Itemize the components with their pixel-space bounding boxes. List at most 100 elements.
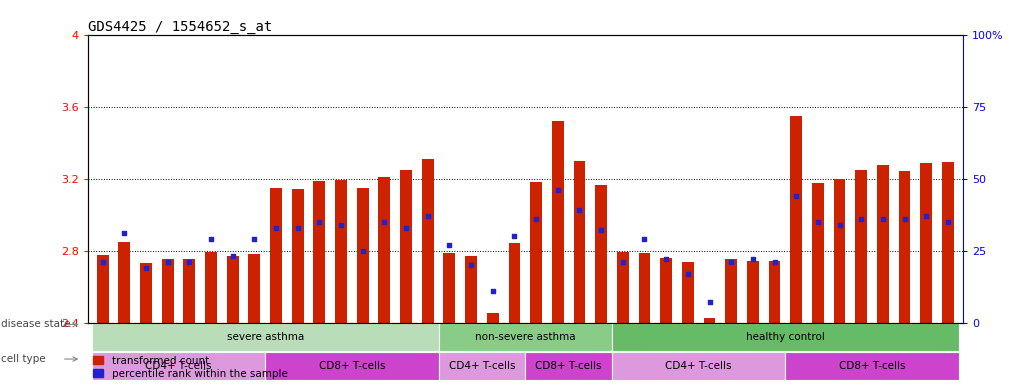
Bar bbox=[466, 256, 477, 323]
Text: CD8+ T-cells: CD8+ T-cells bbox=[318, 361, 385, 371]
Text: CD4+ T-cells: CD4+ T-cells bbox=[449, 361, 515, 371]
Point bbox=[766, 259, 783, 265]
Bar bbox=[487, 313, 499, 323]
Point bbox=[441, 242, 457, 248]
Point bbox=[116, 230, 133, 237]
Point bbox=[853, 216, 869, 222]
Text: CD8+ T-cells: CD8+ T-cells bbox=[838, 361, 905, 371]
Bar bbox=[313, 181, 325, 323]
Bar bbox=[639, 253, 651, 323]
Bar bbox=[877, 165, 889, 323]
Bar bbox=[118, 242, 131, 323]
Bar bbox=[270, 187, 282, 323]
Point bbox=[398, 225, 414, 231]
Bar bbox=[335, 180, 347, 323]
Point bbox=[462, 262, 479, 268]
Point bbox=[896, 216, 913, 222]
Point bbox=[918, 213, 934, 219]
Bar bbox=[205, 252, 217, 323]
Bar bbox=[92, 352, 266, 379]
Bar bbox=[660, 258, 673, 323]
Point bbox=[680, 271, 696, 277]
Text: healthy control: healthy control bbox=[746, 332, 825, 342]
Bar bbox=[552, 121, 563, 323]
Text: non-severe asthma: non-severe asthma bbox=[475, 332, 576, 342]
Point bbox=[615, 259, 631, 265]
Bar bbox=[248, 254, 261, 323]
Bar bbox=[378, 177, 390, 323]
Bar bbox=[682, 262, 694, 323]
Bar bbox=[97, 255, 109, 323]
Bar bbox=[525, 352, 612, 379]
Point bbox=[658, 256, 675, 262]
Bar bbox=[439, 323, 612, 351]
Point bbox=[333, 222, 349, 228]
Bar bbox=[291, 189, 304, 323]
Bar bbox=[183, 259, 196, 323]
Bar bbox=[703, 318, 716, 323]
Bar bbox=[595, 185, 607, 323]
Bar bbox=[617, 252, 628, 323]
Point bbox=[637, 236, 653, 242]
Bar bbox=[444, 253, 455, 323]
Text: severe asthma: severe asthma bbox=[227, 332, 304, 342]
Text: CD8+ T-cells: CD8+ T-cells bbox=[536, 361, 602, 371]
Bar bbox=[812, 183, 824, 323]
Point bbox=[311, 219, 328, 225]
Point bbox=[484, 288, 501, 294]
Bar bbox=[920, 163, 932, 323]
Bar bbox=[509, 243, 520, 323]
Bar bbox=[92, 323, 439, 351]
Bar bbox=[439, 352, 525, 379]
Point bbox=[225, 253, 241, 260]
Bar bbox=[400, 170, 412, 323]
Point bbox=[376, 219, 392, 225]
Point bbox=[810, 219, 826, 225]
Bar bbox=[790, 116, 802, 323]
Bar bbox=[227, 256, 239, 323]
Point bbox=[788, 193, 804, 199]
Bar bbox=[833, 179, 846, 323]
Point bbox=[95, 259, 111, 265]
Point bbox=[138, 265, 154, 271]
Bar bbox=[855, 170, 867, 323]
Point bbox=[289, 225, 306, 231]
Point bbox=[593, 227, 610, 233]
Text: cell type: cell type bbox=[1, 354, 45, 364]
Bar bbox=[530, 182, 542, 323]
Bar bbox=[162, 259, 174, 323]
Bar bbox=[768, 262, 781, 323]
Text: GDS4425 / 1554652_s_at: GDS4425 / 1554652_s_at bbox=[88, 20, 272, 33]
Point bbox=[939, 219, 956, 225]
Point bbox=[550, 187, 566, 193]
Bar bbox=[266, 352, 439, 379]
Point bbox=[874, 216, 891, 222]
Point bbox=[419, 213, 436, 219]
Bar bbox=[612, 352, 785, 379]
Bar bbox=[612, 323, 959, 351]
Point bbox=[723, 259, 740, 265]
Point bbox=[528, 216, 545, 222]
Point bbox=[701, 300, 718, 306]
Point bbox=[203, 236, 219, 242]
Point bbox=[160, 259, 176, 265]
Text: CD4+ T-cells: CD4+ T-cells bbox=[665, 361, 732, 371]
Legend: transformed count, percentile rank within the sample: transformed count, percentile rank withi… bbox=[93, 356, 287, 379]
Point bbox=[181, 259, 198, 265]
Point bbox=[572, 207, 588, 213]
Bar bbox=[422, 159, 434, 323]
Bar bbox=[356, 187, 369, 323]
Point bbox=[506, 233, 522, 239]
Bar bbox=[140, 263, 152, 323]
Bar bbox=[785, 352, 959, 379]
Point bbox=[745, 256, 761, 262]
Bar bbox=[725, 259, 737, 323]
Bar bbox=[898, 171, 911, 323]
Bar bbox=[941, 162, 954, 323]
Text: disease state: disease state bbox=[1, 319, 70, 329]
Point bbox=[831, 222, 848, 228]
Point bbox=[354, 248, 371, 254]
Bar bbox=[574, 161, 585, 323]
Point bbox=[268, 225, 284, 231]
Text: CD4+ T-cells: CD4+ T-cells bbox=[145, 361, 212, 371]
